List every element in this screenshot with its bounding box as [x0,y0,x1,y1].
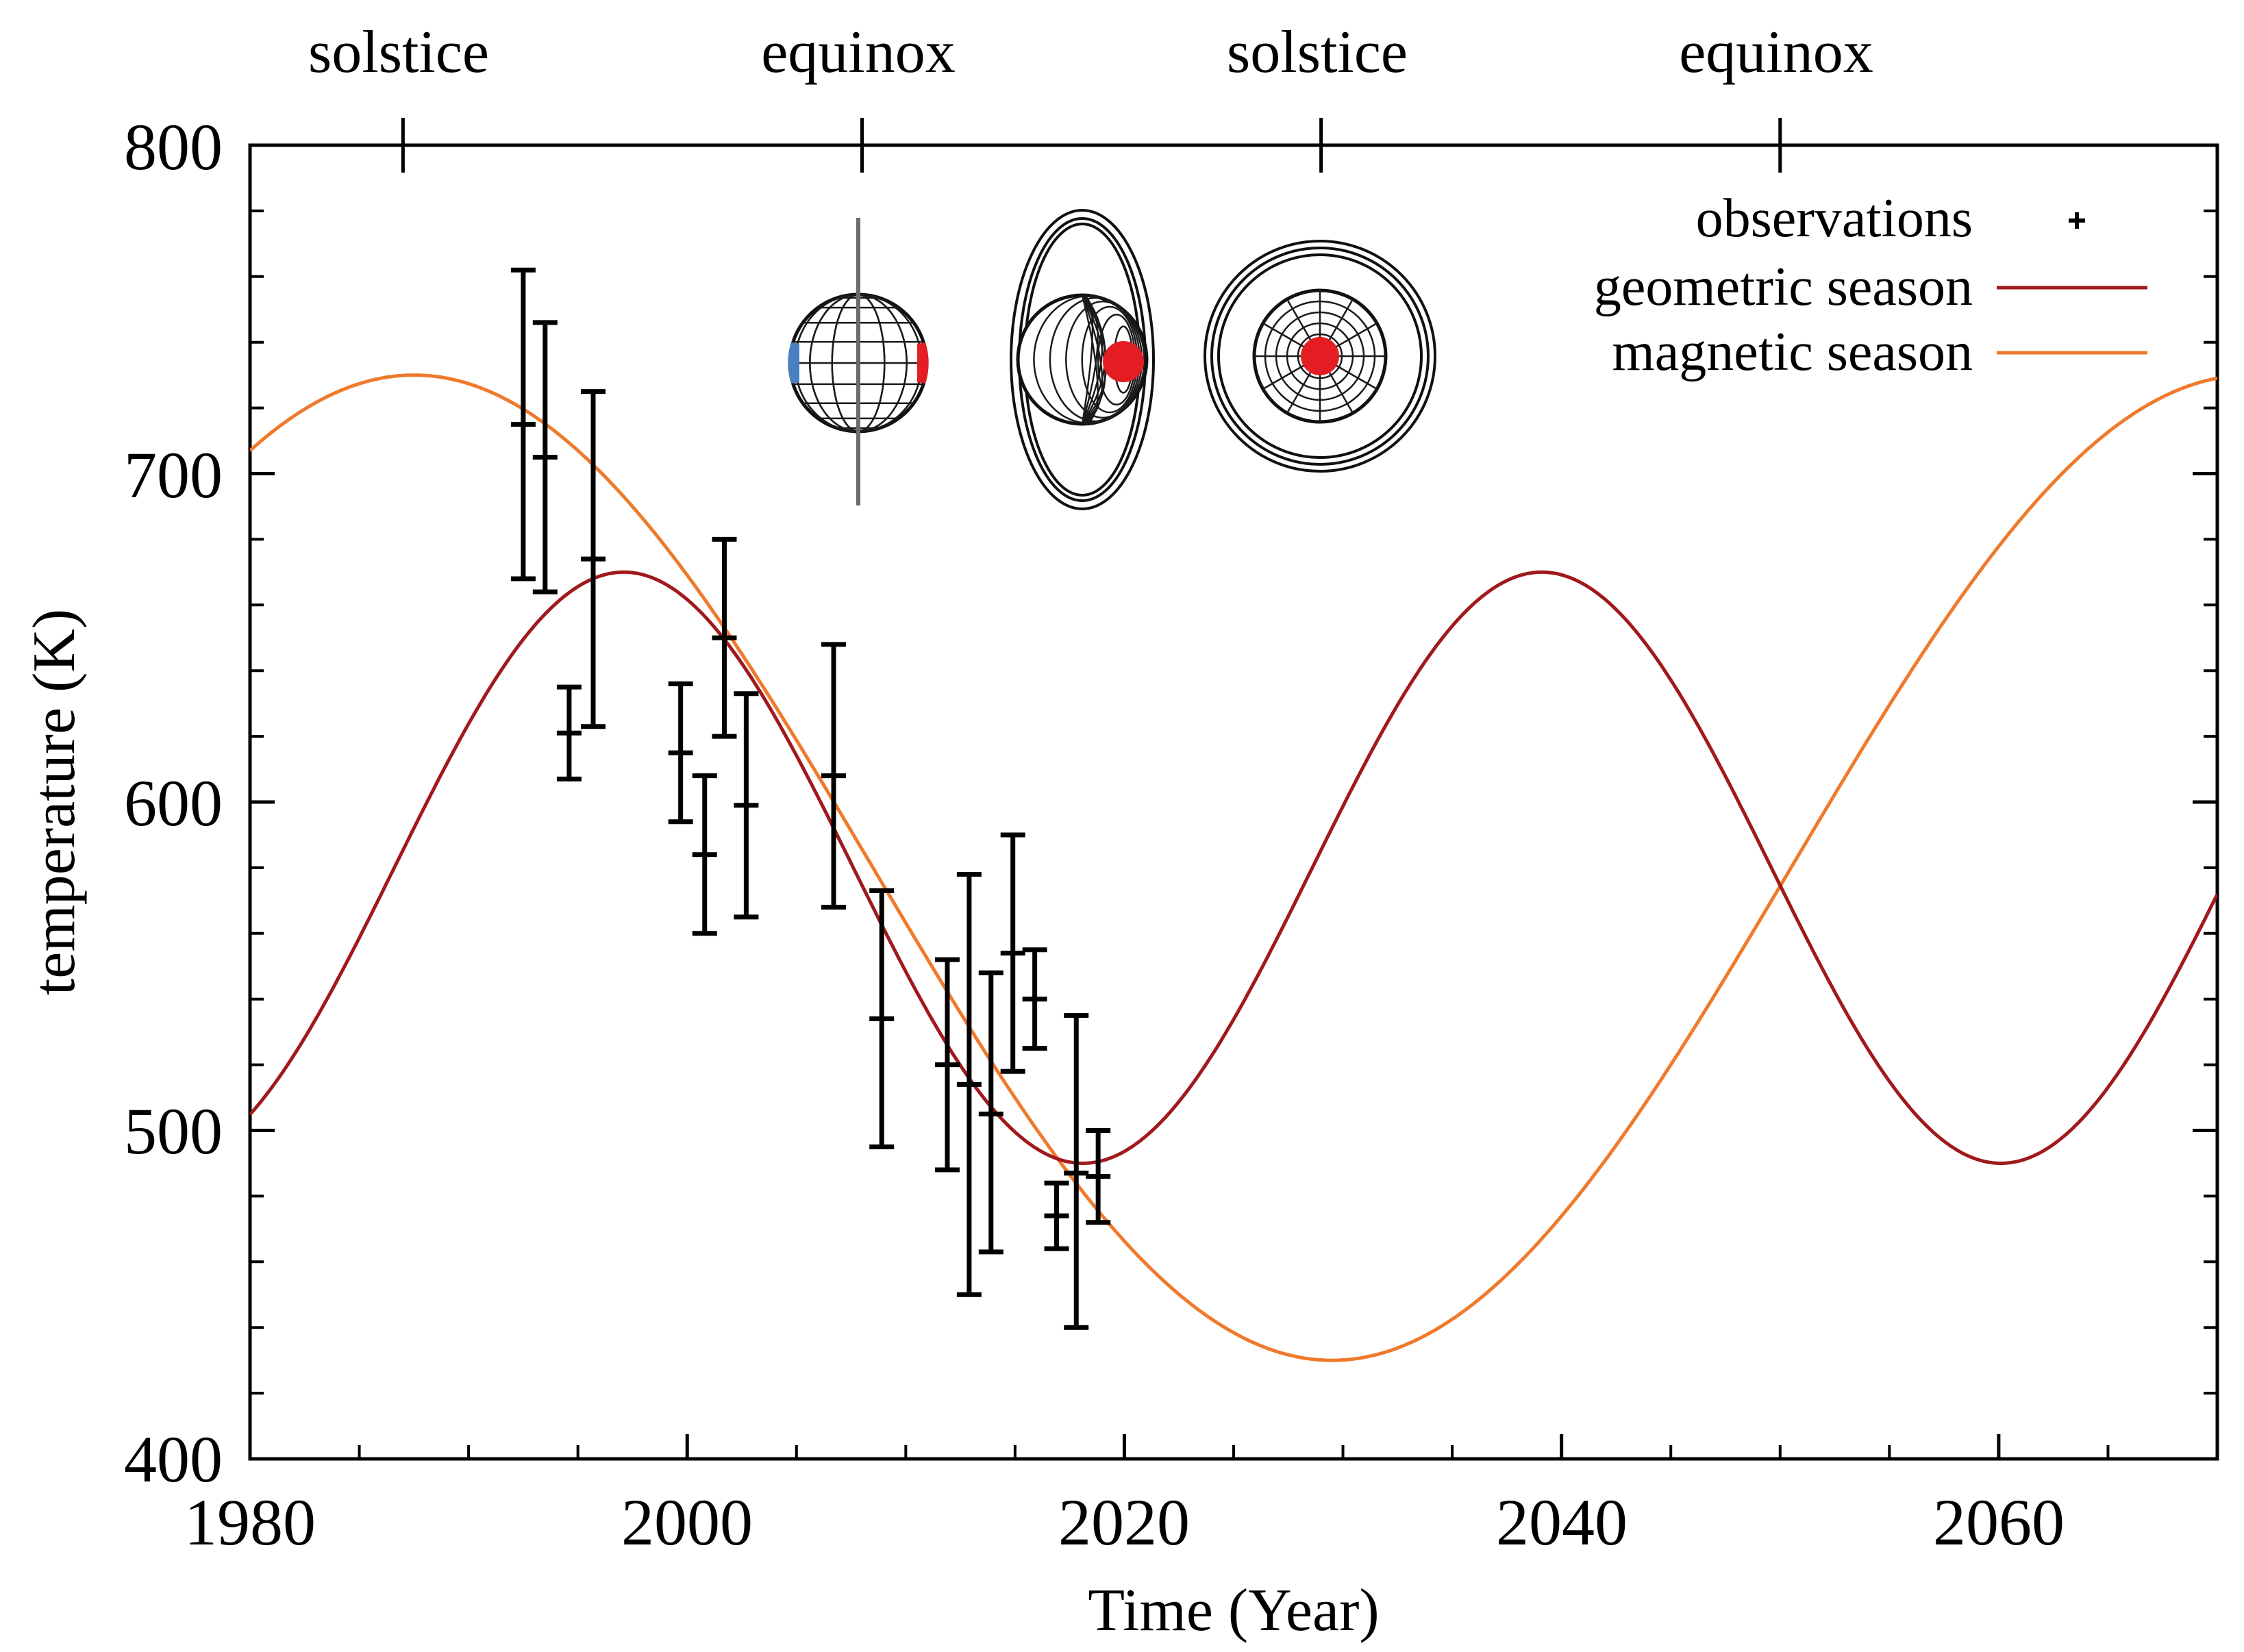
south-pole-cap [917,342,929,384]
geometric-season-curve [250,570,2217,1166]
x-tick-label-2000: 2000 [621,1486,753,1559]
observation-point [821,642,847,910]
north-pole-cap [788,342,799,384]
legend-label-geometric: geometric season [1594,257,1973,317]
x-tick-label-2060: 2060 [1933,1486,2065,1559]
legend-label-magnetic: magnetic season [1612,322,1973,382]
y-tick-label-700: 700 [124,438,223,512]
season-label-equinox-1: equinox [761,19,956,86]
pole-spot [1301,337,1339,375]
observation-point [692,773,717,936]
observation-point [734,691,759,920]
observation-point [1086,1128,1111,1225]
legend: observations geometric season magnetic s… [1594,188,2147,382]
legend-symbol-observations [2069,212,2085,229]
pole-spot [1103,341,1144,382]
x-tick-label-2040: 2040 [1496,1486,1628,1559]
observation-point [581,389,606,729]
meridian-line [1081,295,1104,425]
observation-point [532,320,558,595]
latitude-ring [1033,295,1145,425]
y-tick-label-500: 500 [124,1094,223,1168]
observation-point [869,888,895,1149]
observation-point [1022,947,1047,1051]
magnetic-season-curve [250,373,2217,1362]
observation-point [556,684,582,781]
season-label-solstice-1: solstice [308,19,489,86]
observation-point [712,536,737,739]
planet-equinox-icon [788,218,929,505]
planet-solstice-icon [1204,240,1436,473]
y-tick-label-800: 800 [124,110,223,184]
x-tick-label-2020: 2020 [1058,1486,1190,1559]
observation-point [1000,832,1025,1074]
observation-point [1064,1013,1089,1330]
major-ticks [248,118,2217,1461]
plot-frame [248,143,2219,1461]
season-label-solstice-2: solstice [1227,19,1408,86]
observation-point [956,871,982,1297]
y-tick-label-400: 400 [124,1423,223,1496]
y-tick-label-600: 600 [124,766,223,840]
x-axis-label: Time (Year) [1088,1577,1379,1644]
planet-tilted-icon [1010,209,1155,510]
observation-point [510,267,536,581]
observation-point [1044,1180,1069,1251]
observation-point [668,681,693,825]
y-axis-label: temperature (K) [21,609,88,995]
x-tick-label-1980: 1980 [184,1486,316,1559]
observation-point [978,970,1003,1255]
season-label-equinox-2: equinox [1679,19,1873,86]
meridian-line [1081,295,1099,425]
observation-point [934,957,960,1173]
observations-series [510,267,1111,1330]
meridian-line [1081,295,1106,425]
legend-label-observations: observations [1696,188,1973,249]
